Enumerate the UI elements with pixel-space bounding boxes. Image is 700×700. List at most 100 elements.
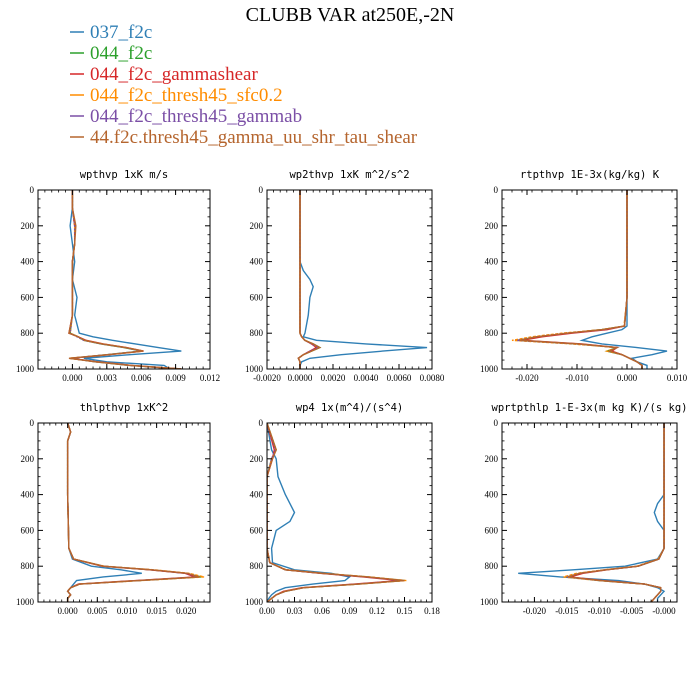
chart-panels: wpthvp 1xK m/s0.000 0.003 0.006 0.009 0.0120… [16, 169, 688, 616]
y-tick-label: 400 [21, 257, 35, 267]
y-tick-label: 1000 [16, 597, 35, 607]
x-tick-label: -0.010 [565, 373, 589, 383]
series-line [511, 190, 643, 369]
x-tick-label: 0.010 [117, 606, 138, 616]
y-tick-label: 1000 [480, 364, 499, 374]
y-tick-label: 400 [21, 490, 35, 500]
legend-label: 44.f2c.thresh45_gamma_uu_shr_tau_shear [90, 127, 418, 148]
y-tick-label: 600 [485, 292, 499, 302]
x-tick-label: 0.00 [259, 606, 275, 616]
x-tick-label: 0.009 [165, 373, 186, 383]
y-tick-label: 0 [494, 185, 499, 195]
panel-title: wpthvp 1xK m/s [80, 169, 169, 181]
y-tick-label: 800 [21, 561, 35, 571]
panel-title: thlpthvp 1xK^2 [80, 402, 169, 414]
y-tick-label: 1000 [16, 364, 35, 374]
y-tick-label: 200 [250, 221, 264, 231]
y-tick-label: 800 [250, 328, 264, 338]
series-line [68, 190, 182, 369]
x-tick-label: 0.15 [397, 606, 413, 616]
panel-5: wp4 1x(m^4)/(s^4) 0.00 0.03 0.06 0.09 0.12 0.1… [245, 402, 440, 616]
x-tick-label: 0.012 [200, 373, 220, 383]
panel-3: rtpthvp 1E-3x(kg/kg) K -0.020 -0.010 0.000 0… [480, 169, 688, 383]
figure-title: CLUBB VAR at250E,-2N [246, 4, 455, 26]
x-tick-label: 0.015 [146, 606, 167, 616]
y-tick-label: 800 [21, 328, 35, 338]
y-tick-label: 400 [485, 490, 499, 500]
panel-title: wp4 1x(m^4)/(s^4) [296, 402, 403, 414]
legend-label: 044_f2c_gammashear [90, 64, 258, 85]
series-line [66, 423, 202, 602]
series-line [267, 423, 352, 602]
y-tick-label: 600 [21, 292, 35, 302]
x-tick-label: 0.000 [62, 373, 83, 383]
panel-title: wprtpthlp 1-E-3x(m kg K)/(s kg) [492, 402, 688, 414]
panel-1: wpthvp 1xK m/s 0.000 0.003 0.006 0.009 0.012 0… [16, 169, 220, 383]
series-line [66, 423, 200, 602]
x-tick-label: 0.020 [176, 606, 197, 616]
legend-label: 044_f2c_thresh45_gammab [90, 106, 302, 127]
series-line [567, 423, 665, 602]
series-line [66, 423, 205, 602]
y-tick-label: 200 [21, 221, 35, 231]
x-tick-label: -0.020 [515, 373, 539, 383]
x-tick-label: 0.010 [667, 373, 688, 383]
panel-title: rtpthvp 1E-3x(kg/kg) K [520, 169, 660, 181]
y-tick-label: 600 [485, 525, 499, 535]
series-line [518, 423, 666, 602]
y-tick-label: 400 [250, 257, 264, 267]
x-tick-label: 0.0040 [354, 373, 379, 383]
series-line [569, 423, 665, 602]
x-tick-label: 0.12 [369, 606, 385, 616]
x-tick-label: 0.003 [97, 373, 118, 383]
panel-title: wp2thvp 1xK m^2/s^2 [289, 169, 409, 181]
y-tick-label: 0 [494, 418, 499, 428]
x-tick-label: 0.18 [424, 606, 440, 616]
y-tick-label: 200 [21, 454, 35, 464]
series-line [267, 423, 400, 602]
y-tick-label: 1000 [245, 364, 264, 374]
legend-label: 037_f2c [90, 22, 152, 43]
plot-frame [501, 422, 678, 603]
series-line [267, 423, 405, 602]
y-tick-label: 400 [250, 490, 264, 500]
y-tick-label: 0 [30, 185, 35, 195]
series-line [66, 423, 196, 602]
series-line [566, 423, 665, 602]
x-tick-label: -0.010 [588, 606, 612, 616]
x-tick-label: -0.005 [620, 606, 644, 616]
y-tick-label: 0 [30, 418, 35, 428]
y-tick-label: 600 [250, 525, 264, 535]
legend-label: 044_f2c_thresh45_sfc0.2 [90, 85, 283, 106]
y-tick-label: 600 [21, 525, 35, 535]
series-line [297, 190, 322, 369]
y-tick-label: 0 [259, 418, 264, 428]
x-tick-label: 0.005 [87, 606, 108, 616]
x-tick-label: 0.000 [617, 373, 638, 383]
x-tick-label: 0.03 [287, 606, 303, 616]
y-tick-label: 200 [485, 454, 499, 464]
series-line [66, 423, 199, 602]
x-tick-label: -0.015 [555, 606, 579, 616]
x-tick-label: 0.0020 [321, 373, 346, 383]
series-line [516, 190, 643, 369]
series-line [66, 423, 142, 602]
x-tick-label: -0.020 [523, 606, 547, 616]
y-tick-label: 1000 [480, 597, 499, 607]
y-tick-label: 800 [250, 561, 264, 571]
series-line [519, 190, 643, 369]
x-tick-label: 0.09 [342, 606, 358, 616]
y-tick-label: 0 [259, 185, 264, 195]
x-tick-label: 0.06 [314, 606, 330, 616]
y-tick-label: 800 [485, 328, 499, 338]
y-tick-label: 400 [485, 257, 499, 267]
panel-6: wprtpthlp 1-E-3x(m kg K)/(s kg) -0.020 -0.… [480, 402, 687, 616]
x-tick-label: 0.0080 [420, 373, 445, 383]
x-tick-label: 0.006 [131, 373, 152, 383]
y-tick-label: 800 [485, 561, 499, 571]
series-line [69, 190, 182, 369]
series-line [566, 423, 665, 602]
panel-4: thlpthvp 1xK^2 0.000 0.005 0.010 0.015 0.020 0… [16, 402, 211, 616]
x-tick-label: -0.000 [652, 606, 676, 616]
